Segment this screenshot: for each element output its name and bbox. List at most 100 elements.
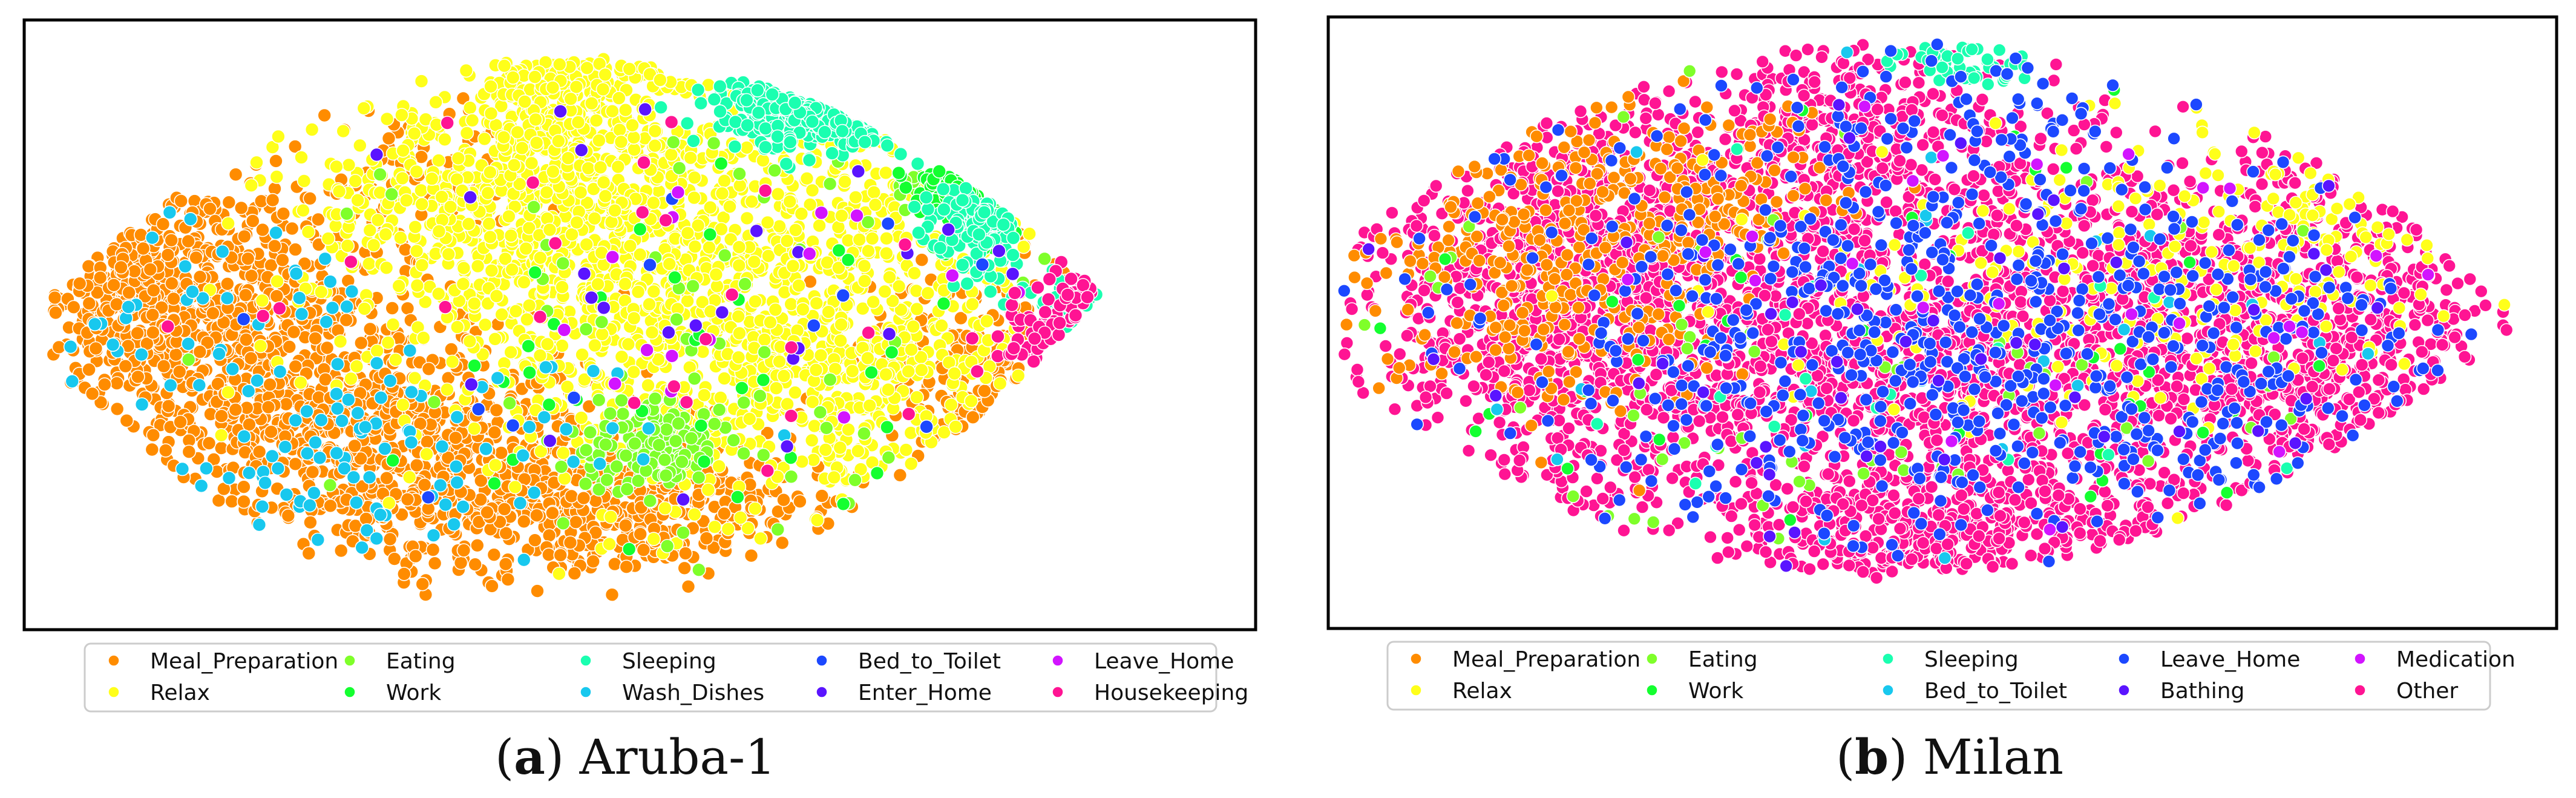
point	[470, 538, 485, 553]
point	[614, 134, 629, 150]
point	[619, 559, 634, 575]
point	[286, 325, 301, 340]
point	[407, 126, 422, 141]
point	[563, 91, 578, 107]
point	[529, 136, 544, 150]
point	[564, 489, 579, 504]
point	[909, 390, 924, 405]
point	[819, 420, 834, 435]
point	[621, 337, 636, 352]
point	[578, 443, 594, 458]
point	[409, 458, 424, 473]
point	[804, 433, 819, 448]
point	[173, 415, 188, 429]
point	[868, 197, 883, 213]
point	[836, 496, 851, 512]
point	[459, 126, 474, 140]
point	[529, 508, 544, 523]
point	[788, 385, 802, 400]
point	[882, 270, 897, 285]
point	[647, 391, 663, 406]
point	[966, 410, 980, 425]
point	[393, 230, 408, 245]
point	[827, 470, 842, 485]
point	[907, 266, 922, 281]
point	[245, 214, 260, 228]
point	[234, 200, 249, 216]
point	[779, 156, 794, 171]
point	[744, 548, 759, 563]
point	[366, 238, 381, 252]
point	[255, 222, 270, 237]
point	[347, 438, 362, 453]
point	[427, 556, 442, 571]
point	[93, 270, 108, 285]
point	[756, 447, 771, 463]
point	[528, 265, 543, 280]
point	[533, 250, 548, 265]
point	[879, 165, 893, 180]
point	[502, 209, 516, 224]
point	[699, 531, 714, 546]
point	[542, 528, 557, 543]
point	[508, 304, 523, 318]
point	[602, 536, 617, 552]
point	[540, 337, 555, 352]
point	[715, 186, 730, 201]
point	[647, 124, 663, 139]
point	[1011, 368, 1026, 383]
point	[903, 457, 919, 471]
point	[618, 102, 633, 117]
point	[465, 113, 480, 128]
point	[736, 446, 751, 461]
point	[837, 174, 852, 190]
point	[706, 136, 721, 151]
point	[813, 348, 828, 363]
point	[110, 401, 125, 417]
point	[675, 454, 689, 469]
point	[799, 171, 814, 186]
point	[631, 285, 646, 299]
point	[182, 444, 197, 460]
point	[414, 183, 428, 198]
point	[948, 420, 963, 434]
point	[833, 333, 848, 348]
point	[768, 302, 783, 317]
point	[488, 458, 503, 473]
point	[425, 542, 441, 557]
point	[410, 278, 425, 293]
point	[668, 434, 683, 449]
point	[392, 279, 407, 294]
point	[294, 150, 309, 165]
point	[388, 352, 403, 368]
point	[881, 382, 896, 397]
point	[899, 443, 914, 457]
point	[146, 283, 161, 298]
point	[841, 422, 856, 437]
point	[520, 312, 534, 327]
point	[505, 262, 520, 277]
point	[441, 247, 456, 262]
point	[1022, 226, 1037, 242]
point	[453, 555, 468, 570]
point	[567, 566, 582, 581]
point	[914, 363, 929, 378]
point	[862, 398, 877, 413]
point	[552, 566, 566, 581]
point	[305, 464, 320, 480]
point	[416, 331, 431, 345]
point	[303, 191, 318, 206]
point	[417, 477, 432, 492]
point	[589, 113, 604, 128]
point	[615, 406, 631, 421]
point	[456, 260, 471, 275]
point	[271, 129, 286, 144]
point	[592, 133, 606, 148]
point	[671, 416, 686, 431]
point	[625, 118, 640, 133]
point	[561, 151, 575, 165]
point	[702, 240, 716, 255]
point	[244, 178, 259, 193]
point	[85, 386, 100, 401]
point	[857, 259, 872, 274]
